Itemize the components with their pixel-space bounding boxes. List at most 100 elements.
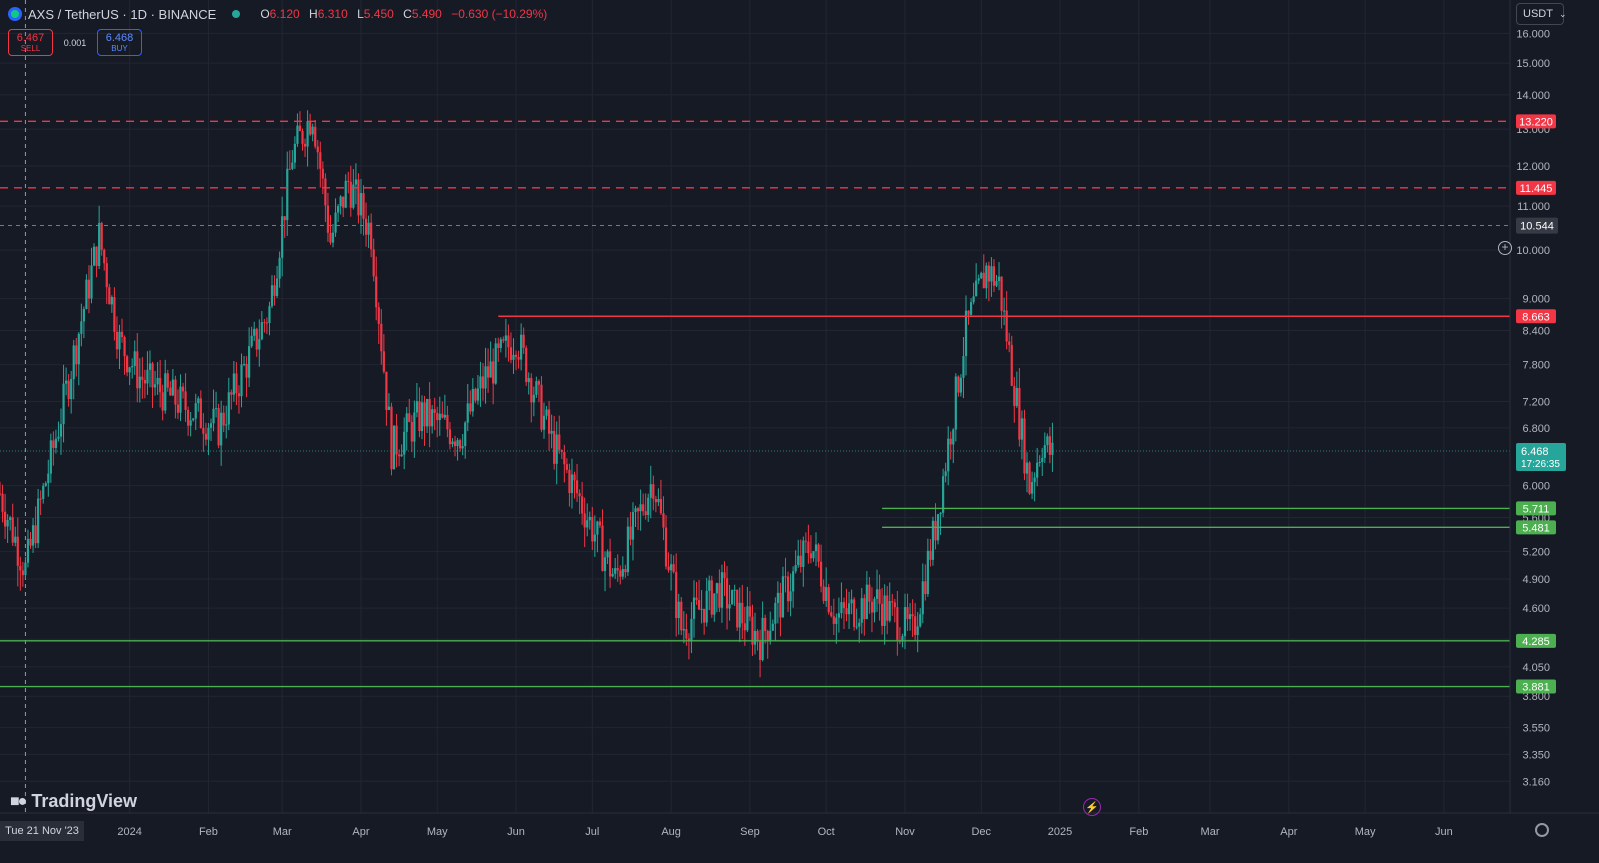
candle-body <box>527 377 530 383</box>
y-tick-label: 6.000 <box>1522 481 1550 493</box>
candle-body <box>797 555 800 566</box>
candle-body <box>278 257 281 279</box>
symbol-header: AXS / TetherUS · 1D · BINANCE O6.120 H6.… <box>8 6 547 22</box>
candle-body <box>751 616 754 645</box>
candle-body <box>164 373 167 411</box>
candle-body <box>794 565 797 572</box>
candlestick-series <box>0 110 1054 678</box>
candle-body <box>672 564 675 573</box>
candle-body <box>997 276 1001 282</box>
candle-body <box>532 394 535 403</box>
candle-body <box>835 617 838 624</box>
candle-body <box>731 590 734 605</box>
candle-body <box>1020 418 1024 440</box>
tradingview-logo[interactable]: ■● TradingView <box>10 791 137 812</box>
candle-body <box>62 383 65 425</box>
candle-body <box>964 310 968 357</box>
candle-body <box>6 519 9 527</box>
candle-body <box>1051 442 1054 455</box>
candle-body <box>161 392 164 411</box>
candle-body <box>636 508 640 512</box>
candle-body <box>1046 436 1049 446</box>
candle-body <box>677 601 680 619</box>
candle-body <box>718 583 721 608</box>
candle-body <box>405 413 408 432</box>
y-tick-label: 16.000 <box>1516 28 1550 40</box>
candle-body <box>690 618 693 642</box>
candle-body <box>31 525 35 546</box>
candle-body <box>545 409 548 416</box>
sell-button[interactable]: 6.467 SELL <box>8 29 53 56</box>
candle-body <box>507 335 510 348</box>
lightning-icon[interactable]: ⚡ <box>1083 798 1101 816</box>
candle-body <box>591 516 594 542</box>
symbol-title[interactable]: AXS / TetherUS · 1D · BINANCE <box>28 6 217 22</box>
candle-body <box>390 406 393 470</box>
candle-body <box>29 538 32 546</box>
candle-body <box>626 526 629 573</box>
candle-body <box>141 376 144 381</box>
candle-body <box>392 425 396 470</box>
candle-body <box>769 630 772 642</box>
candle-body <box>553 430 556 464</box>
candle-body <box>578 493 581 497</box>
candle-body <box>136 351 139 389</box>
candle-body <box>695 597 698 601</box>
y-tick-label: 7.800 <box>1522 360 1550 372</box>
candle-body <box>568 469 571 494</box>
candle-body <box>403 431 406 455</box>
candle-body <box>303 143 307 147</box>
y-tick-label: 3.550 <box>1522 723 1550 735</box>
candle-body <box>662 513 665 528</box>
buy-button[interactable]: 6.468 BUY <box>97 29 142 56</box>
candle-body <box>113 297 116 332</box>
candle-body <box>207 427 210 440</box>
candle-body <box>512 354 515 360</box>
buy-label: BUY <box>111 44 128 53</box>
candle-body <box>919 614 922 627</box>
candle-body <box>131 366 134 368</box>
candle-body <box>466 403 469 423</box>
candle-body <box>870 601 874 613</box>
add-alert-icon[interactable]: + <box>1498 241 1512 255</box>
candle-body <box>258 339 261 350</box>
countdown-label: 17:26:35 <box>1521 459 1560 470</box>
candle-body <box>1010 344 1013 386</box>
candle-body <box>153 384 157 388</box>
level-price-label: 5.481 <box>1522 522 1550 534</box>
candle-body <box>517 357 520 360</box>
x-tick-label: Jul <box>585 826 599 838</box>
candle-body <box>715 583 718 594</box>
candle-body <box>654 498 657 503</box>
currency-button[interactable]: USDT ⌄ <box>1516 3 1567 25</box>
candle-body <box>395 425 398 455</box>
candle-body <box>85 279 88 309</box>
candle-body <box>14 536 17 543</box>
candle-body <box>649 484 652 498</box>
candle-body <box>603 557 607 572</box>
y-tick-label: 15.000 <box>1516 58 1550 70</box>
candle-body <box>629 526 632 540</box>
candle-body <box>380 323 383 352</box>
candle-body <box>723 572 726 579</box>
candle-body <box>64 380 68 384</box>
candle-body <box>67 380 70 400</box>
candle-body <box>639 504 642 512</box>
candle-body <box>748 606 752 617</box>
candle-body <box>80 321 83 334</box>
candle-body <box>479 376 482 389</box>
candle-body <box>952 429 955 445</box>
candle-body <box>901 636 904 642</box>
coin-logo-icon <box>8 7 22 21</box>
candle-body <box>273 285 276 296</box>
gear-icon[interactable] <box>1535 823 1549 837</box>
candle-body <box>461 446 464 449</box>
y-tick-label: 4.600 <box>1522 603 1550 615</box>
candle-body <box>301 131 304 144</box>
candle-body <box>362 193 365 219</box>
candle-body <box>804 540 807 542</box>
candle-body <box>47 473 50 484</box>
x-tick-label: Dec <box>971 826 991 838</box>
candle-body <box>1036 462 1039 478</box>
